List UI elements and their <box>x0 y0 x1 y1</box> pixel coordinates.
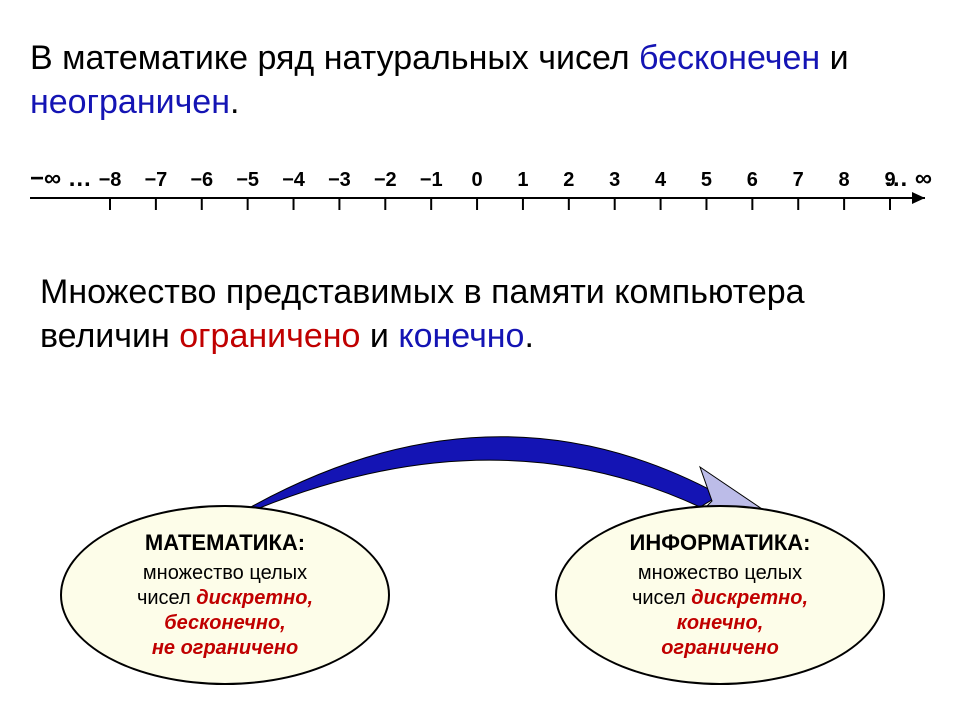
svg-text:−∞ …: −∞ … <box>30 165 92 192</box>
svg-text:2: 2 <box>563 169 574 191</box>
svg-text:−6: −6 <box>190 169 213 191</box>
p1-pre: В математике ряд натуральных чисел <box>30 39 639 77</box>
svg-text:−1: −1 <box>420 169 443 191</box>
ellipse-inf-line4: ограничено <box>661 636 779 661</box>
ellipse-inf-line3: конечно, <box>677 611 764 636</box>
svg-text:−2: −2 <box>374 169 397 191</box>
slide: В математике ряд натуральных чисел беско… <box>0 0 960 720</box>
ellipse-inf-line2-pre: чисел <box>632 587 691 609</box>
ellipse-math-line4: не ограничено <box>152 636 298 661</box>
p2-word-finite: конечно <box>398 317 524 355</box>
svg-text:−5: −5 <box>236 169 259 191</box>
ellipse-math-line2: чисел дискретно, <box>137 586 313 611</box>
svg-text:−4: −4 <box>282 169 306 191</box>
ellipse-math-line2-em: дискретно, <box>196 587 313 609</box>
p1-word-unbounded: неограничен <box>30 83 230 121</box>
svg-text:−8: −8 <box>99 169 122 191</box>
svg-text:−7: −7 <box>144 169 167 191</box>
ellipse-inf-line2-em: дискретно, <box>691 587 808 609</box>
p2-word-bounded: ограничено <box>179 317 360 355</box>
ellipse-math-line2-pre: чисел <box>137 587 196 609</box>
svg-text:… ∞: … ∞ <box>884 165 932 192</box>
svg-text:4: 4 <box>655 169 667 191</box>
svg-text:8: 8 <box>839 169 850 191</box>
ellipse-informatics: ИНФОРМАТИКА: множество целых чисел дискр… <box>555 505 885 685</box>
ellipse-math: МАТЕМАТИКА: множество целых чисел дискре… <box>60 505 390 685</box>
p1-post: . <box>230 83 239 121</box>
svg-text:−3: −3 <box>328 169 351 191</box>
svg-text:6: 6 <box>747 169 758 191</box>
paragraph-computer: Множество представимых в памяти компьюте… <box>40 270 920 358</box>
p1-mid: и <box>820 39 848 77</box>
p1-word-infinite: бесконечен <box>639 39 820 77</box>
svg-text:0: 0 <box>471 169 482 191</box>
ellipse-math-line3: бесконечно, <box>164 611 285 636</box>
p2-mid: и <box>360 317 398 355</box>
p2-post: . <box>524 317 533 355</box>
svg-text:3: 3 <box>609 169 620 191</box>
svg-text:5: 5 <box>701 169 712 191</box>
ellipse-math-title: МАТЕМАТИКА: <box>145 529 305 557</box>
ellipse-math-line1: множество целых <box>143 561 307 586</box>
paragraph-math: В математике ряд натуральных чисел беско… <box>30 36 910 124</box>
number-line: −8−7−6−5−4−3−2−10123456789−∞ …… ∞ <box>20 150 940 230</box>
svg-text:7: 7 <box>793 169 804 191</box>
ellipse-inf-line1: множество целых <box>638 561 802 586</box>
ellipse-inf-title: ИНФОРМАТИКА: <box>630 529 811 557</box>
ellipse-inf-line2: чисел дискретно, <box>632 586 808 611</box>
svg-text:1: 1 <box>517 169 528 191</box>
